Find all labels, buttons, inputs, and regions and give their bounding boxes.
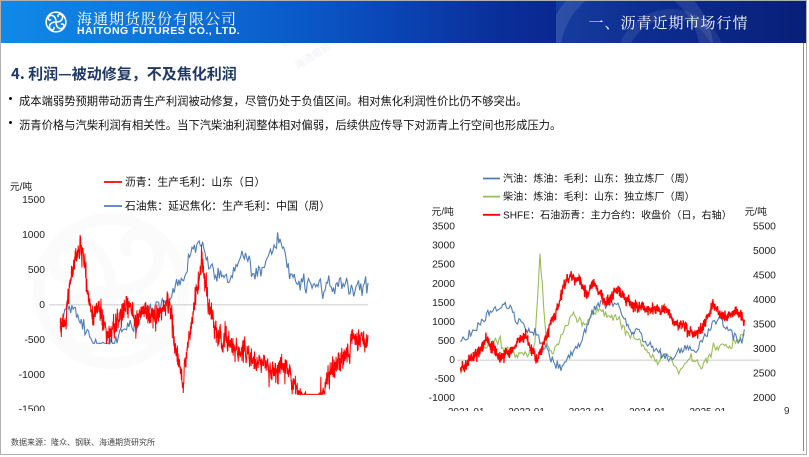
svg-text:3000: 3000	[753, 344, 776, 355]
svg-text:沥青：生产毛利：山东（日）: 沥青：生产毛利：山东（日）	[125, 175, 265, 189]
svg-text:2024-01: 2024-01	[629, 407, 666, 411]
svg-text:汽油：炼油：毛利：山东：独立炼厂（周）: 汽油：炼油：毛利：山东：独立炼厂（周）	[503, 172, 695, 185]
svg-text:1500: 1500	[432, 298, 455, 309]
svg-text:1500: 1500	[22, 195, 45, 206]
svg-text:SHFE：石油沥青：主力合约：收盘价（日，右轴）: SHFE：石油沥青：主力合约：收盘价（日，右轴）	[503, 208, 732, 221]
svg-text:柴油：炼油：毛利：山东：独立炼厂（周）: 柴油：炼油：毛利：山东：独立炼厂（周）	[503, 190, 695, 203]
svg-text:2500: 2500	[753, 369, 776, 380]
svg-text:元/吨: 元/吨	[432, 205, 455, 218]
svg-text:0: 0	[39, 300, 45, 311]
svg-text:5000: 5000	[753, 246, 776, 257]
svg-text:1000: 1000	[22, 230, 45, 241]
svg-text:-500: -500	[24, 335, 45, 346]
svg-text:3000: 3000	[432, 241, 455, 252]
svg-text:2022-01: 2022-01	[508, 407, 545, 411]
svg-text:2021-01: 2021-01	[448, 407, 485, 411]
svg-text:2023-01: 2023-01	[569, 407, 606, 411]
svg-text:-1000: -1000	[19, 370, 46, 381]
svg-text:-500: -500	[434, 374, 455, 385]
svg-text:0: 0	[449, 355, 455, 366]
svg-text:2500: 2500	[432, 260, 455, 271]
svg-text:元/吨: 元/吨	[10, 180, 33, 193]
svg-text:石油焦：延迟焦化：生产毛利：中国（周）: 石油焦：延迟焦化：生产毛利：中国（周）	[125, 199, 330, 213]
svg-text:3500: 3500	[753, 320, 776, 331]
svg-text:元/吨: 元/吨	[745, 205, 768, 218]
svg-text:2025-01: 2025-01	[689, 407, 726, 411]
svg-text:4000: 4000	[753, 295, 776, 306]
svg-text:500: 500	[28, 265, 45, 276]
svg-text:-1500: -1500	[19, 405, 46, 411]
svg-text:2000: 2000	[753, 393, 776, 404]
svg-text:3500: 3500	[432, 222, 455, 233]
svg-text:1000: 1000	[432, 317, 455, 328]
svg-text:-1000: -1000	[429, 393, 456, 404]
svg-text:4500: 4500	[753, 271, 776, 282]
svg-text:5500: 5500	[753, 222, 776, 233]
svg-text:500: 500	[438, 336, 455, 347]
svg-text:2000: 2000	[432, 279, 455, 290]
